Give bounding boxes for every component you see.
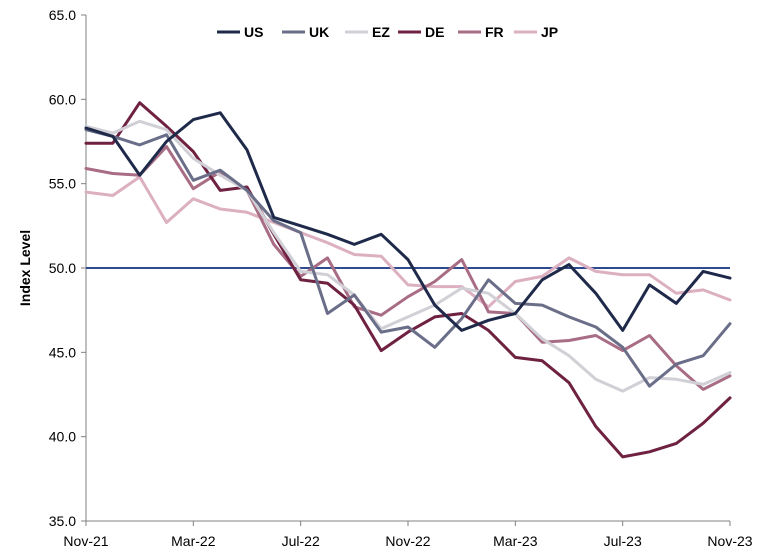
x-tick-label: Jul-23	[604, 533, 642, 549]
y-tick-label: 45.0	[49, 344, 76, 360]
series-line-fr	[84, 145, 732, 391]
legend: US UK EZ DE FR JP	[217, 24, 558, 40]
series-lines	[84, 101, 732, 459]
series-line-de	[84, 101, 732, 459]
axes: 35.0 40.0 45.0 50.0 55.0 60.0 65.0 Nov-21 Mar-22…	[49, 7, 753, 549]
series-line-ez	[84, 119, 732, 393]
legend-label-ez: EZ	[372, 24, 390, 40]
legend-label-us: US	[244, 24, 263, 40]
y-tick-label: 60.0	[49, 91, 76, 107]
y-tick-label: 65.0	[49, 7, 76, 23]
legend-label-uk: UK	[309, 24, 329, 40]
y-tick-label: 40.0	[49, 429, 76, 445]
series-line-us	[84, 111, 732, 332]
x-tick-label: Nov-22	[385, 533, 430, 549]
x-tick-label: Mar-22	[171, 533, 216, 549]
y-tick-label: 35.0	[49, 513, 76, 529]
x-tick-label: Jul-22	[282, 533, 320, 549]
x-tick-label: Mar-23	[493, 533, 538, 549]
y-tick-label: 50.0	[49, 260, 76, 276]
legend-label-fr: FR	[485, 24, 504, 40]
y-tick-label: 55.0	[49, 176, 76, 192]
x-tick-label: Nov-21	[63, 533, 108, 549]
y-axis-title: Index Level	[17, 230, 33, 306]
legend-label-jp: JP	[541, 24, 558, 40]
x-tick-label: Nov-23	[707, 533, 752, 549]
series-line-uk	[84, 128, 732, 388]
legend-label-de: DE	[425, 24, 444, 40]
series-line-jp	[84, 175, 732, 309]
